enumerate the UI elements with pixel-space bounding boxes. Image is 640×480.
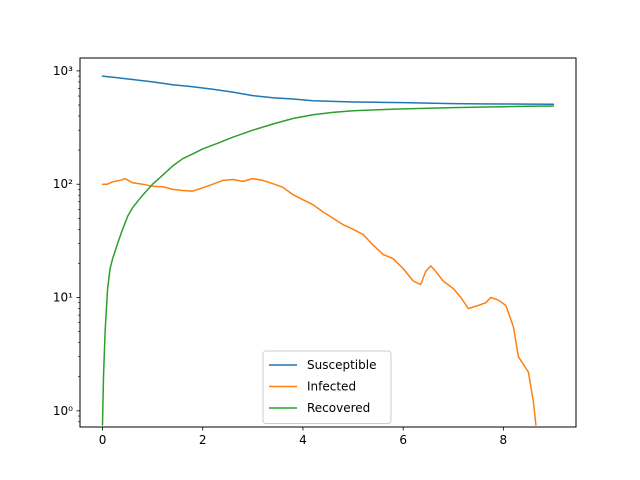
legend: Susceptible Infected Recovered — [262, 350, 392, 424]
x-tick-label: 8 — [500, 433, 508, 447]
legend-label-susceptible: Susceptible — [307, 358, 376, 372]
plot-area-frame — [79, 57, 577, 428]
x-tick-label: 4 — [299, 433, 307, 447]
y-tick-label: 10² — [53, 177, 73, 191]
y-tick-label: 10⁰ — [53, 404, 73, 418]
y-axis: 10⁰ 10¹ 10² 10³ — [53, 64, 80, 423]
legend-label-infected: Infected — [307, 380, 356, 394]
x-tick-label: 0 — [99, 433, 107, 447]
legend-label-recovered: Recovered — [307, 401, 370, 415]
series-line-susceptible — [101, 75, 555, 105]
y-tick-label: 10¹ — [53, 291, 73, 305]
y-tick-label: 10³ — [53, 64, 73, 78]
legend-frame — [262, 350, 392, 424]
x-tick-label: 2 — [199, 433, 207, 447]
series-line-recovered — [101, 105, 555, 426]
series-line-infected — [101, 177, 537, 426]
series-layer — [101, 75, 555, 426]
x-axis: 0 2 4 6 8 — [99, 427, 507, 447]
x-tick-label: 6 — [399, 433, 407, 447]
